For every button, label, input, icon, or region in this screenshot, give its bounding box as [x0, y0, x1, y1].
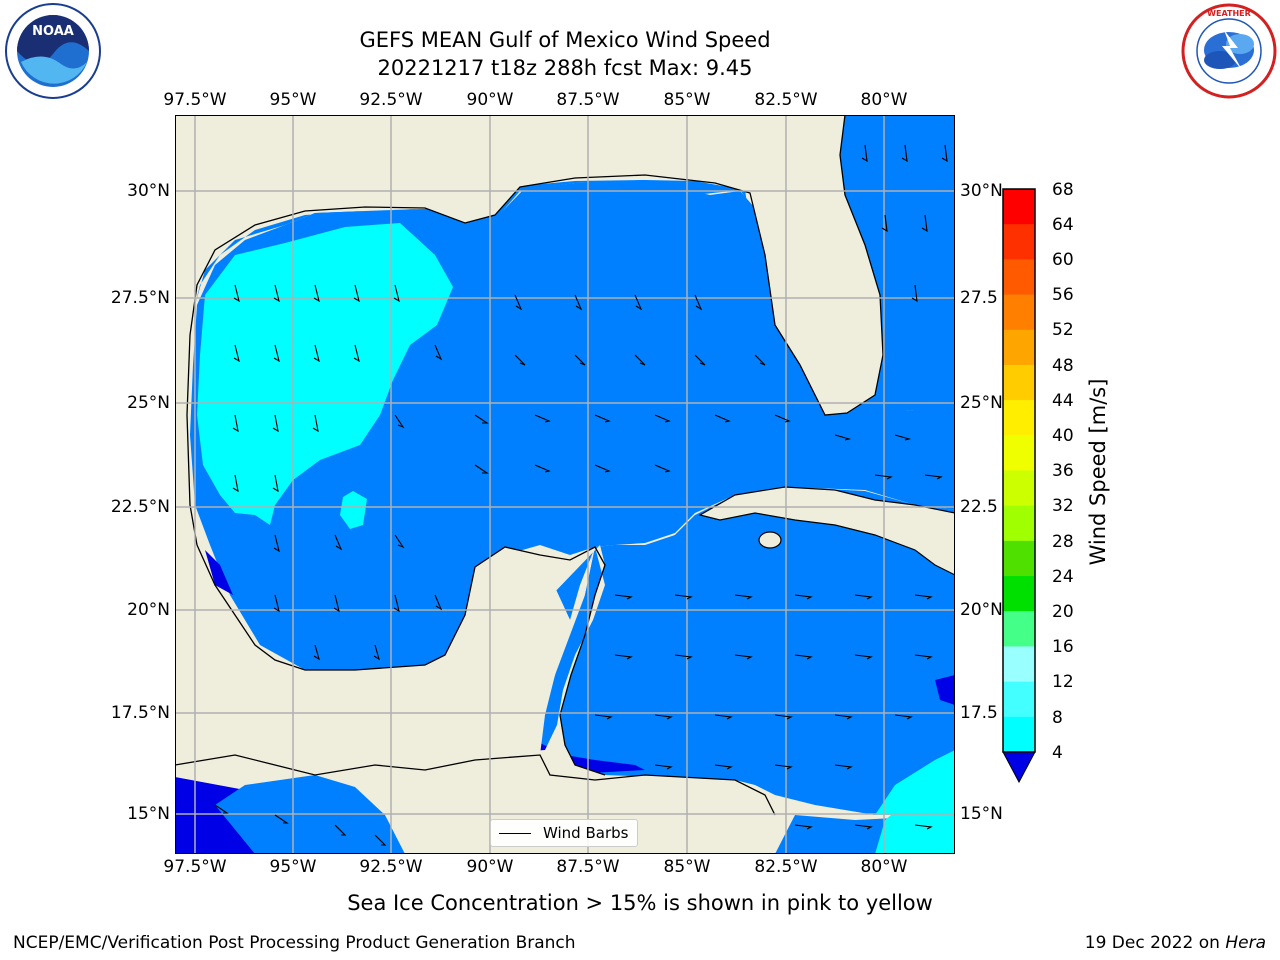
lon-label-bottom: 85°W — [663, 857, 711, 877]
lat-label-left: 17.5°N — [110, 703, 170, 723]
colorbar-tick: 40 — [1052, 426, 1074, 446]
gulf-map — [175, 115, 955, 854]
atlantic-ocean — [845, 115, 955, 345]
colorbar-tick: 68 — [1052, 180, 1074, 200]
colorbar-under-triangle — [1002, 751, 1036, 784]
footer-date-text: 19 Dec 2022 on — [1084, 933, 1226, 953]
lon-label-top: 90°W — [466, 90, 514, 110]
colorbar-tick: 52 — [1052, 320, 1074, 340]
colorbar-cell — [1003, 540, 1035, 577]
colorbar-tick: 20 — [1052, 602, 1074, 622]
wind-barbs — [214, 144, 948, 846]
colorbar-cell — [1003, 294, 1035, 331]
colorbar-cell — [1003, 646, 1035, 683]
colorbar-cell — [1003, 400, 1035, 436]
colorbar-cell — [1003, 576, 1035, 612]
lat-label-left: 20°N — [127, 600, 170, 620]
colorbar-cell — [1003, 716, 1035, 753]
lon-label-bottom: 80°W — [860, 857, 908, 877]
colorbar-tick: 24 — [1052, 567, 1074, 587]
colorbar-tick: 16 — [1052, 637, 1074, 657]
lon-label-top: 95°W — [269, 90, 317, 110]
legend-label: Wind Barbs — [543, 824, 629, 842]
colorbar-cell — [1003, 329, 1035, 366]
colorbar-tick: 8 — [1052, 708, 1063, 728]
nws-logo-icon: WEATHER — [1181, 3, 1277, 99]
lon-label-bottom: 87.5°W — [556, 857, 620, 877]
footer-date: 19 Dec 2022 on Hera — [1085, 933, 1266, 953]
lat-label-right: 17.5 — [960, 703, 998, 723]
noaa-logo-text: NOAA — [32, 24, 74, 39]
sea-ice-note: Sea Ice Concentration > 15% is shown in … — [347, 891, 933, 915]
colorbar-tick: 12 — [1052, 672, 1074, 692]
lon-label-bottom: 97.5°W — [163, 857, 227, 877]
lon-label-top: 87.5°W — [556, 90, 620, 110]
lon-label-bottom: 90°W — [466, 857, 514, 877]
lat-label-left: 25°N — [127, 393, 170, 413]
cuba-land — [698, 486, 955, 576]
colorbar-cell — [1003, 681, 1035, 718]
colorbar-tick: 28 — [1052, 532, 1074, 552]
lat-label-right: 25°N — [960, 393, 1003, 413]
lat-label-right: 15°N — [960, 804, 1003, 824]
lon-label-top: 80°W — [860, 90, 908, 110]
graticule — [175, 115, 955, 854]
colorbar-cell — [1003, 435, 1035, 471]
colorbar-tick: 48 — [1052, 356, 1074, 376]
colorbar-tick: 32 — [1052, 496, 1074, 516]
lon-label-top: 85°W — [663, 90, 711, 110]
footer-host: Hera — [1225, 933, 1266, 953]
lat-label-right: 27.5 — [960, 288, 998, 308]
lat-label-left: 27.5°N — [110, 288, 170, 308]
lat-label-right: 20°N — [960, 600, 1003, 620]
lat-label-left: 15°N — [127, 804, 170, 824]
map-legend: Wind Barbs — [490, 819, 638, 847]
lat-label-left: 30°N — [127, 181, 170, 201]
colorbar-title: Wind Speed [m/s] — [1086, 378, 1110, 566]
colorbar-cell — [1003, 224, 1035, 260]
colorbar-tick: 64 — [1052, 215, 1074, 235]
svg-text:WEATHER: WEATHER — [1207, 9, 1251, 18]
colorbar-tick: 60 — [1052, 250, 1074, 270]
colorbar-tick: 4 — [1052, 743, 1063, 763]
lon-label-bottom: 95°W — [269, 857, 317, 877]
lat-label-left: 22.5°N — [110, 497, 170, 517]
chart-title-line1: GEFS MEAN Gulf of Mexico Wind Speed — [359, 28, 771, 52]
noaa-logo-icon: NOAA — [5, 3, 101, 99]
caribbean-ocean — [545, 510, 955, 854]
lon-label-top: 92.5°W — [359, 90, 423, 110]
colorbar-tick: 36 — [1052, 461, 1074, 481]
lat-label-right: 30°N — [960, 181, 1003, 201]
colorbar-tick: 44 — [1052, 391, 1074, 411]
wind-barb-legend-line — [499, 832, 531, 834]
colorbar-cell — [1003, 470, 1035, 507]
colorbar-tick: 56 — [1052, 285, 1074, 305]
colorbar — [1002, 188, 1036, 784]
colorbar-cell — [1003, 364, 1035, 401]
lon-label-top: 97.5°W — [163, 90, 227, 110]
chart-title-line2: 20221217 t18z 288h fcst Max: 9.45 — [377, 56, 753, 80]
lon-label-bottom: 82.5°W — [754, 857, 818, 877]
lon-label-top: 82.5°W — [754, 90, 818, 110]
lon-label-bottom: 92.5°W — [359, 857, 423, 877]
footer-credit: NCEP/EMC/Verification Post Processing Pr… — [13, 933, 576, 953]
colorbar-cell — [1003, 259, 1035, 296]
colorbar-cell — [1003, 611, 1035, 647]
colorbar-cell — [1003, 189, 1035, 225]
lat-label-right: 22.5 — [960, 497, 998, 517]
colorbar-cell — [1003, 505, 1035, 542]
